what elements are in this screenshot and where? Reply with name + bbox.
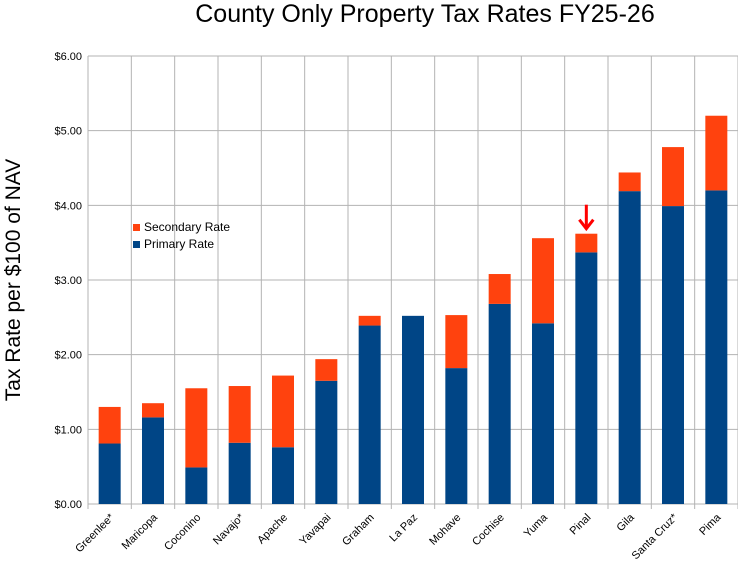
y-tick-label: $4.00 — [54, 200, 82, 212]
bar-primary-maricopa — [142, 417, 164, 504]
bar-secondary-greenlee — [98, 406, 121, 444]
bar-secondary-santacruz — [662, 147, 684, 207]
y-tick-label: $2.00 — [54, 350, 82, 362]
x-tick-label: Pinal — [568, 512, 594, 538]
x-tick-label: Coconino — [162, 512, 203, 553]
x-tick-label: Gila — [614, 511, 637, 534]
bar-secondary-cochise — [488, 274, 511, 304]
bar-secondary-yuma — [532, 238, 554, 324]
bar-primary-pima — [705, 190, 728, 504]
x-tick-label: Mohave — [427, 512, 463, 548]
y-tick-label: $1.00 — [54, 424, 82, 436]
bar-secondary-coconino — [185, 388, 208, 468]
bar-primary-coconino — [185, 467, 208, 504]
bars-group — [98, 115, 728, 504]
x-tick-label: Cochise — [470, 512, 507, 549]
highlight-arrow — [578, 204, 595, 232]
y-axis-label: Tax Rate per $100 of NAV — [2, 159, 25, 401]
bar-primary-mohave — [445, 368, 468, 504]
x-tick-label: Yuma — [522, 511, 551, 540]
bar-primary-gila — [618, 191, 641, 504]
bar-primary-lapaz — [402, 315, 424, 504]
x-tick-label: La Paz — [387, 512, 420, 545]
legend: Secondary Rate Primary Rate — [133, 220, 230, 251]
arrow-head — [578, 218, 595, 232]
legend-swatch — [133, 241, 140, 248]
bar-primary-navajo — [228, 442, 251, 504]
bar-primary-yuma — [532, 323, 554, 504]
y-tick-labels: $0.00 $1.00 $2.00 $3.00 $4.00 $5.00 $6.00 — [54, 51, 82, 511]
x-tick-label: Apache — [255, 512, 290, 547]
y-tick-label: $3.00 — [54, 275, 82, 287]
bar-secondary-pima — [705, 115, 728, 191]
bar-primary-graham — [358, 325, 381, 504]
legend-label: Primary Rate — [144, 237, 214, 251]
bar-secondary-navajo — [228, 386, 251, 443]
bar-secondary-mohave — [445, 315, 468, 369]
bar-primary-apache — [272, 447, 294, 504]
bar-secondary-maricopa — [142, 403, 164, 418]
legend-swatch — [133, 224, 140, 231]
x-tick-label: Pima — [697, 511, 724, 538]
x-tick-label: Graham — [340, 512, 377, 549]
x-tick-label: Santa Cruz* — [630, 511, 681, 562]
bar-secondary-apache — [272, 375, 294, 448]
bar-secondary-pinal — [575, 233, 598, 253]
bar-secondary-gila — [618, 172, 641, 192]
y-tick-label: $6.00 — [54, 51, 82, 63]
bar-primary-santacruz — [662, 206, 684, 504]
y-tick-label: $0.00 — [54, 499, 82, 511]
x-tick-label: Navajo* — [211, 511, 247, 547]
bar-primary-pinal — [575, 252, 598, 504]
y-tick-label: $5.00 — [54, 126, 82, 138]
bar-secondary-yavapai — [315, 359, 338, 381]
annotations — [578, 204, 595, 232]
bar-primary-yavapai — [315, 380, 338, 504]
axes — [87, 56, 738, 509]
x-tick-label: Maricopa — [120, 511, 161, 552]
chart-title: County Only Property Tax Rates FY25-26 — [195, 0, 654, 28]
x-tick-label: Greenlee* — [73, 511, 117, 555]
bar-secondary-graham — [358, 315, 381, 326]
bar-primary-greenlee — [98, 443, 121, 504]
legend-label: Secondary Rate — [144, 220, 230, 234]
x-tick-labels: Greenlee* Maricopa Coconino Navajo* Apache Ya… — [73, 511, 724, 562]
bar-primary-cochise — [488, 303, 511, 504]
x-tick-label: Yavapai — [297, 512, 333, 548]
